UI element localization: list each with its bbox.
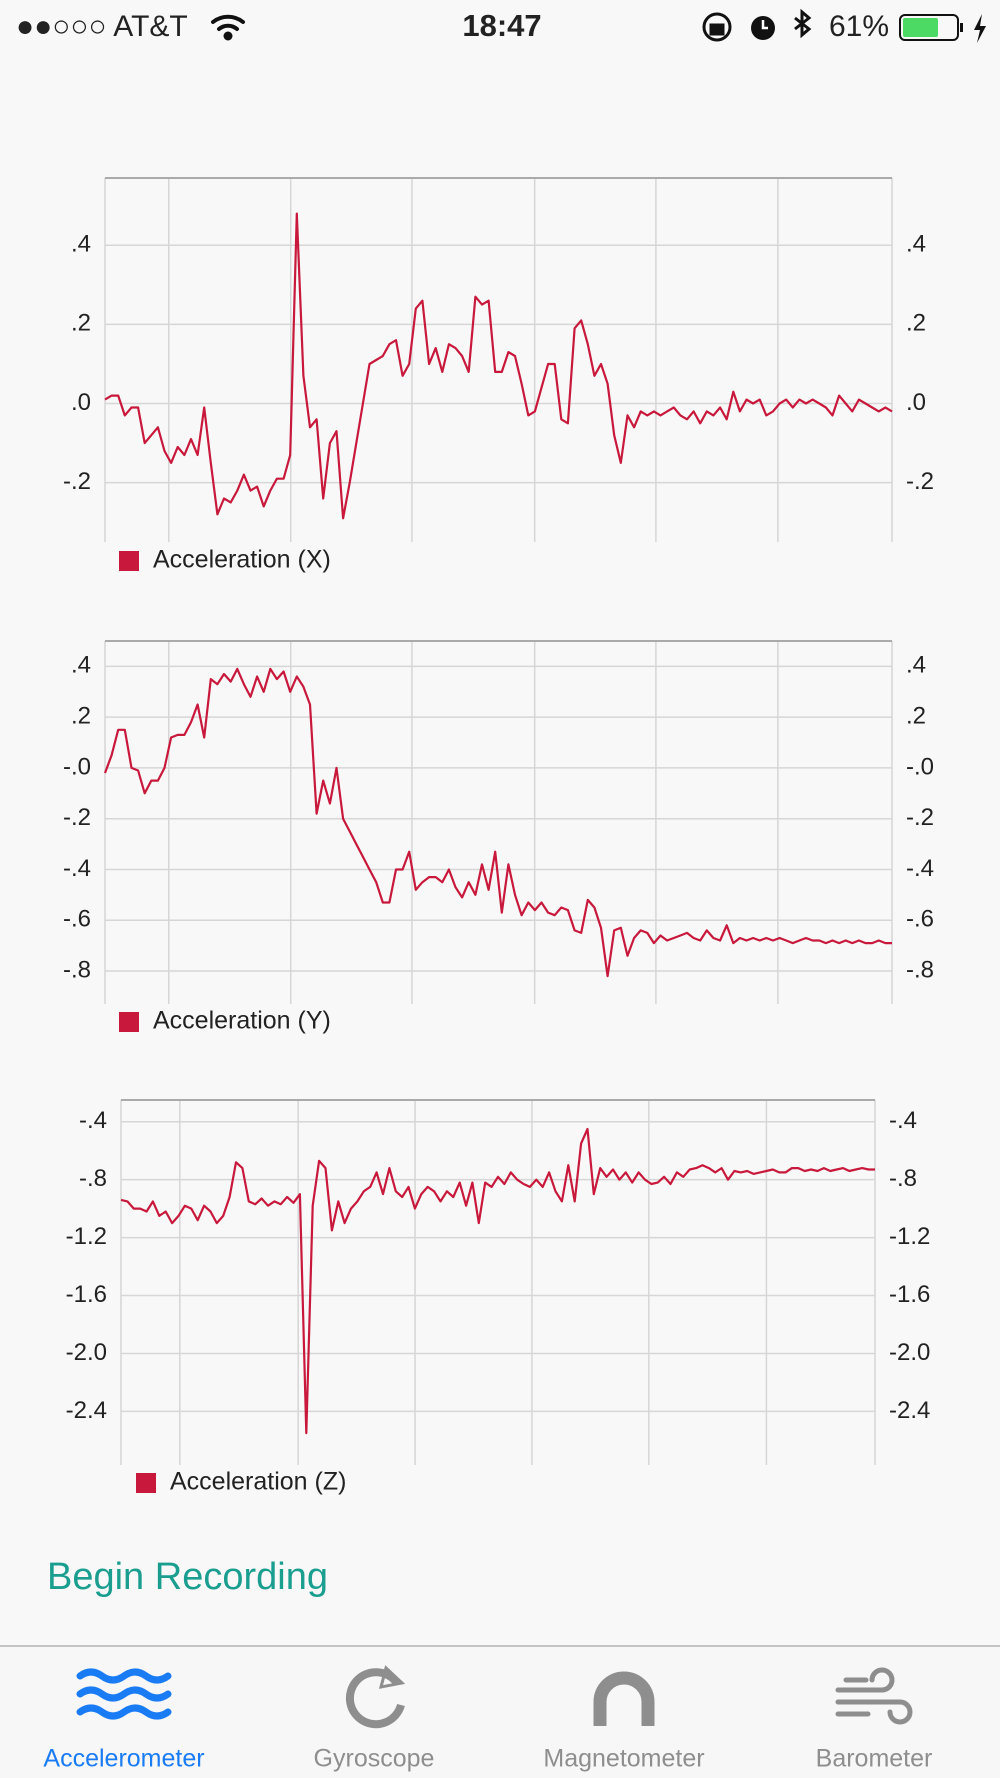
y2-tick-label: -.4 bbox=[889, 1107, 917, 1134]
legend-label: Acceleration (Z) bbox=[170, 1468, 346, 1496]
data-line bbox=[103, 667, 892, 978]
barometer-icon bbox=[835, 1667, 913, 1725]
tab-label[interactable]: Accelerometer bbox=[43, 1745, 204, 1773]
y-tick-label: -2.0 bbox=[66, 1339, 107, 1366]
battery-icon bbox=[899, 14, 986, 43]
y-tick-label: -.0 bbox=[63, 753, 91, 780]
y-tick-label: -1.2 bbox=[66, 1223, 107, 1250]
legend-swatch bbox=[119, 551, 139, 571]
tab-label[interactable]: Barometer bbox=[816, 1745, 933, 1773]
y-tick-label: -.8 bbox=[79, 1165, 107, 1192]
y2-tick-label: -.6 bbox=[906, 906, 934, 933]
carrier: ●●○○○ AT&T bbox=[16, 10, 188, 43]
y-tick-label: .4 bbox=[71, 652, 91, 679]
y-tick-label: -1.6 bbox=[66, 1281, 107, 1308]
y-tick-label: -.4 bbox=[79, 1107, 107, 1134]
tab-label[interactable]: Magnetometer bbox=[543, 1745, 704, 1773]
legend-label: Acceleration (X) bbox=[153, 546, 331, 574]
data-line bbox=[104, 212, 893, 520]
gyroscope-icon bbox=[345, 1665, 406, 1729]
y-tick-label: -.2 bbox=[63, 804, 91, 831]
tab-label[interactable]: Gyroscope bbox=[314, 1745, 435, 1773]
y-tick-label: -.8 bbox=[63, 956, 91, 983]
accelerometer-icon bbox=[76, 1668, 172, 1720]
bluetooth-icon bbox=[794, 8, 812, 39]
y2-tick-label: -1.2 bbox=[889, 1223, 930, 1250]
y2-tick-label: .0 bbox=[906, 389, 926, 416]
y2-tick-label: .4 bbox=[906, 652, 926, 679]
y-tick-label: .0 bbox=[71, 389, 91, 416]
y2-tick-label: -.8 bbox=[889, 1165, 917, 1192]
y2-tick-label: -2.0 bbox=[889, 1339, 930, 1366]
y-tick-label: .2 bbox=[71, 310, 91, 337]
wifi-icon bbox=[211, 14, 245, 41]
y2-tick-label: -2.4 bbox=[889, 1397, 930, 1424]
lock-icon bbox=[702, 12, 732, 42]
alarm-icon bbox=[751, 16, 775, 40]
y-tick-label: .4 bbox=[71, 231, 91, 258]
y-tick-label: -.6 bbox=[63, 906, 91, 933]
y2-tick-label: -.8 bbox=[906, 956, 934, 983]
legend-swatch bbox=[119, 1012, 139, 1032]
battery-percent: 61% bbox=[829, 10, 889, 43]
y-tick-label: -.4 bbox=[63, 855, 91, 882]
magnetometer-icon bbox=[593, 1671, 655, 1726]
y-tick-label: .2 bbox=[71, 702, 91, 729]
y2-tick-label: -.4 bbox=[906, 855, 934, 882]
begin-recording-button[interactable]: Begin Recording bbox=[47, 1556, 328, 1598]
y-tick-label: -2.4 bbox=[66, 1397, 107, 1424]
y2-tick-label: .2 bbox=[906, 702, 926, 729]
y2-tick-label: -1.6 bbox=[889, 1281, 930, 1308]
y2-tick-label: -.2 bbox=[906, 804, 934, 831]
y-tick-label: -.2 bbox=[63, 468, 91, 495]
y2-tick-label: -.2 bbox=[906, 468, 934, 495]
y2-tick-label: .2 bbox=[906, 310, 926, 337]
data-line bbox=[120, 1127, 875, 1435]
legend-label: Acceleration (Y) bbox=[153, 1007, 331, 1035]
y2-tick-label: .4 bbox=[906, 231, 926, 258]
legend-swatch bbox=[136, 1473, 156, 1493]
y2-tick-label: -.0 bbox=[906, 753, 934, 780]
clock: 18:47 bbox=[462, 8, 541, 43]
